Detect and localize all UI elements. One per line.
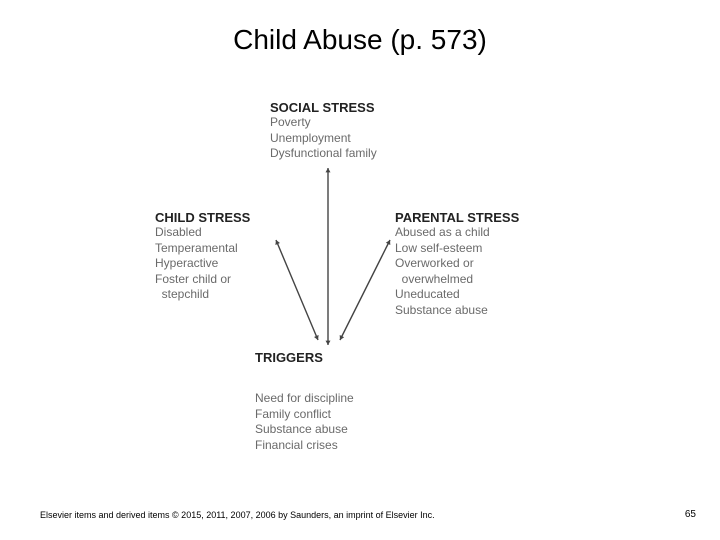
parental-stress-block: PARENTAL STRESS Abused as a childLow sel… xyxy=(395,210,555,319)
social-stress-heading: SOCIAL STRESS xyxy=(270,100,450,115)
list-item: Dysfunctional family xyxy=(270,146,450,162)
list-item: Uneducated xyxy=(395,287,555,303)
list-item: Disabled xyxy=(155,225,275,241)
child-stress-block: CHILD STRESS DisabledTemperamentalHypera… xyxy=(155,210,275,303)
list-item: Low self-esteem xyxy=(395,241,555,257)
triggers-block: TRIGGERS Need for disciplineFamily confl… xyxy=(255,350,455,453)
list-item: Family conflict xyxy=(255,407,455,423)
page-number: 65 xyxy=(685,509,696,520)
arrows-svg xyxy=(0,0,720,540)
list-item: Foster child or xyxy=(155,272,275,288)
list-item: Overworked or xyxy=(395,256,555,272)
list-item: Abused as a child xyxy=(395,225,555,241)
list-item: Unemployment xyxy=(270,131,450,147)
social-stress-block: SOCIAL STRESS PovertyUnemploymentDysfunc… xyxy=(270,100,450,162)
parental-stress-items: Abused as a childLow self-esteemOverwork… xyxy=(395,225,555,319)
list-item: Substance abuse xyxy=(395,303,555,319)
child-stress-items: DisabledTemperamentalHyperactiveFoster c… xyxy=(155,225,275,303)
list-item: Hyperactive xyxy=(155,256,275,272)
parental-stress-heading: PARENTAL STRESS xyxy=(395,210,555,225)
list-item: Temperamental xyxy=(155,241,275,257)
list-item: Substance abuse xyxy=(255,422,455,438)
triggers-items: Need for disciplineFamily conflictSubsta… xyxy=(255,391,455,453)
slide: Child Abuse (p. 573) SOCIAL STRESS Pover… xyxy=(0,0,720,540)
list-item: Need for discipline xyxy=(255,391,455,407)
list-item: stepchild xyxy=(155,287,275,303)
social-stress-items: PovertyUnemploymentDysfunctional family xyxy=(270,115,450,162)
list-item: overwhelmed xyxy=(395,272,555,288)
list-item: Financial crises xyxy=(255,438,455,454)
child-stress-heading: CHILD STRESS xyxy=(155,210,275,225)
triggers-heading: TRIGGERS xyxy=(255,350,455,365)
copyright-footer: Elsevier items and derived items © 2015,… xyxy=(40,510,435,520)
list-item: Poverty xyxy=(270,115,450,131)
